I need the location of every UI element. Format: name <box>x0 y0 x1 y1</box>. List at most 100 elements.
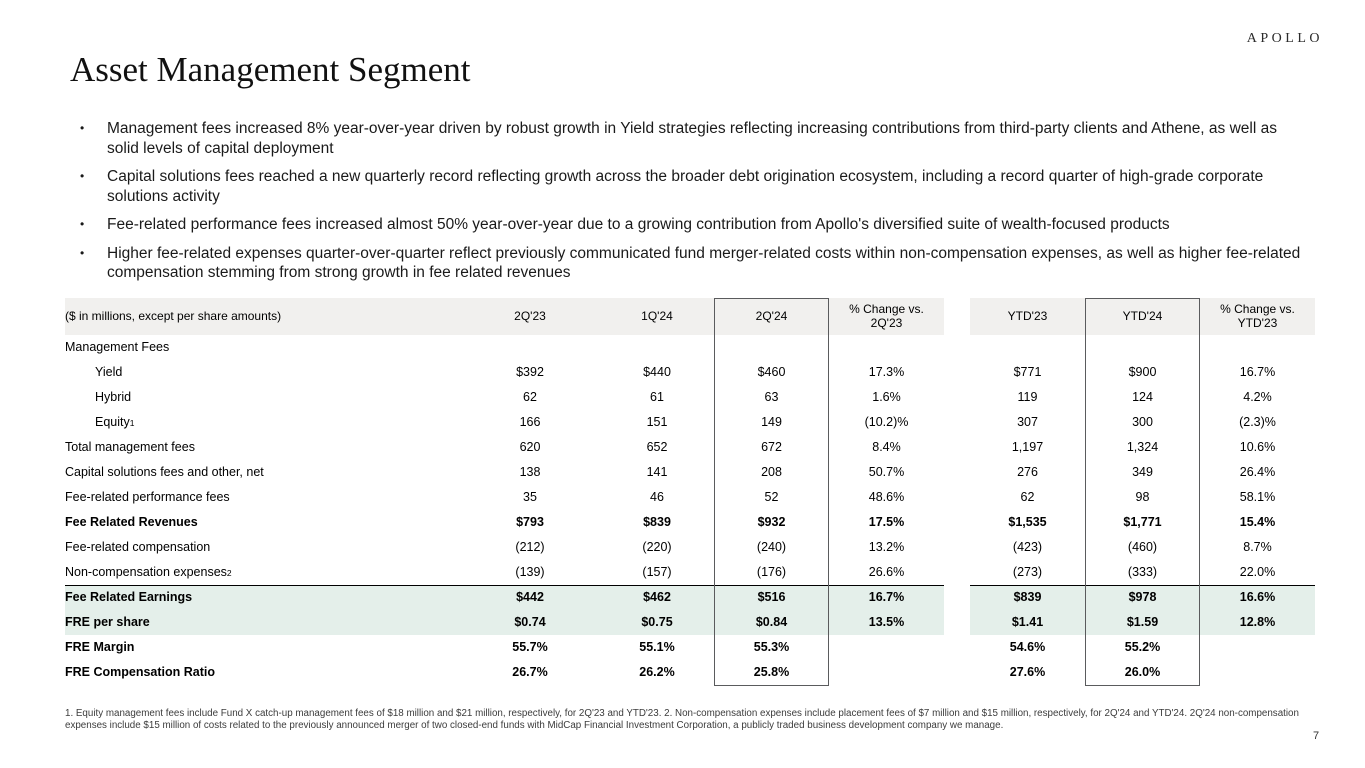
cell-value: 349 <box>1132 464 1153 479</box>
bullet-text: Fee-related performance fees increased a… <box>107 216 1170 233</box>
row-label: Fee Related Revenues <box>65 514 198 529</box>
cell-value: $793 <box>516 514 544 529</box>
cell-value: 55.7% <box>512 639 548 654</box>
cell-value <box>460 335 600 360</box>
column-gap <box>944 535 970 560</box>
cell-value: 138 <box>519 464 541 479</box>
cell-value <box>1200 335 1315 360</box>
cell-value: $0.74 <box>460 610 600 635</box>
column-gap <box>944 385 970 410</box>
cell-value: $932 <box>757 514 786 529</box>
cell-value: 17.5% <box>868 514 905 529</box>
row-label: Non-compensation expenses 2 <box>65 564 232 579</box>
cell-value: 124 <box>1132 389 1153 404</box>
cell-value: 16.7% <box>829 585 944 610</box>
cell-value: 12.8% <box>1200 610 1315 635</box>
cell-value: 8.4% <box>872 439 901 454</box>
table-row: Hybrid 62 61 63 1.6% 119 124 4.2% <box>65 385 1315 410</box>
cell-value: 13.2% <box>868 539 905 554</box>
table-row: FRE Compensation Ratio 26.7% 26.2% 25.8% 27.… <box>65 660 1315 685</box>
column-gap <box>944 560 970 585</box>
cell-value: 98 <box>1135 489 1150 504</box>
row-label: Yield <box>95 364 123 379</box>
cell-value: 26.0% <box>1124 664 1161 679</box>
column-gap <box>944 410 970 435</box>
row-label: Total management fees <box>65 439 195 454</box>
column-gap <box>944 485 970 510</box>
page-title: Asset Management Segment <box>70 50 471 89</box>
cell-value: 46 <box>650 489 664 504</box>
cell-value: 620 <box>519 439 541 454</box>
table-row: Management Fees <box>65 335 1315 360</box>
column-header: % Change vs. 2Q'23 <box>829 298 944 335</box>
cell-value: $771 <box>1013 364 1042 379</box>
cell-value: $978 <box>1085 585 1200 610</box>
bullet-text: Higher fee-related expenses quarter-over… <box>107 244 1301 282</box>
column-header: YTD'24 <box>1085 298 1200 335</box>
table-row: FRE Margin 55.7% 55.1% 55.3% 54.6% 55.2% <box>65 635 1315 660</box>
bullet-marker-icon: • <box>80 169 85 183</box>
bullet-marker-icon: • <box>80 245 85 260</box>
cell-value: $0.75 <box>600 610 714 635</box>
column-gap <box>944 510 970 535</box>
table-row: Fee-related compensation (212) (220) (240) 1… <box>65 535 1315 560</box>
cell-value: 62 <box>1020 489 1035 504</box>
cell-value: 10.6% <box>1239 439 1276 454</box>
cell-value: $839 <box>643 514 671 529</box>
bullet-text: Capital solutions fees reached a new qua… <box>107 168 1264 205</box>
cell-value: (220) <box>642 539 672 554</box>
column-gap <box>944 610 970 635</box>
cell-value: 1,324 <box>1126 439 1159 454</box>
column-gap <box>944 635 970 660</box>
column-gap <box>944 460 970 485</box>
cell-value: 166 <box>519 414 541 429</box>
cell-value: $460 <box>757 364 786 379</box>
cell-value: 25.8% <box>753 664 790 679</box>
cell-value: 1,197 <box>1011 439 1044 454</box>
cell-value: $392 <box>516 364 544 379</box>
financial-table: ($ in millions, except per share amounts… <box>65 298 1315 686</box>
table-row: Equity 1 166 151 149 (10.2)% 307 300 (2.3)% <box>65 410 1315 435</box>
cell-value: 8.7% <box>1243 539 1272 554</box>
cell-value: 52 <box>764 489 779 504</box>
cell-value: 13.5% <box>829 610 944 635</box>
cell-value: 672 <box>761 439 782 454</box>
cell-value: $1.41 <box>970 610 1085 635</box>
cell-value: 61 <box>650 389 664 404</box>
column-gap <box>944 298 970 335</box>
cell-value: $462 <box>600 585 714 610</box>
cell-value: (212) <box>515 539 545 554</box>
cell-value: (460) <box>1127 539 1158 554</box>
cell-value: 4.2% <box>1243 389 1272 404</box>
table-row: FRE per share $0.74 $0.75 $0.84 13.5% $1.41 $1… <box>65 610 1315 635</box>
table-header-row: ($ in millions, except per share amounts… <box>65 298 1315 335</box>
cell-value: (157) <box>642 564 672 579</box>
cell-value: (240) <box>756 539 787 554</box>
cell-value: 26.4% <box>1239 464 1276 479</box>
cell-value: $900 <box>1128 364 1157 379</box>
cell-value <box>1200 635 1315 660</box>
column-header: YTD'23 <box>970 298 1085 335</box>
cell-value: (333) <box>1127 564 1158 579</box>
row-label: Fee-related performance fees <box>65 489 230 504</box>
cell-value: 119 <box>1017 389 1038 404</box>
cell-value <box>970 335 1085 360</box>
bullet-marker-icon: • <box>80 217 85 231</box>
row-label: Management Fees <box>65 339 170 354</box>
cell-value: 26.7% <box>512 664 548 679</box>
apollo-logo: APOLLO <box>1246 31 1323 46</box>
cell-value: 55.2% <box>1124 639 1161 654</box>
table-body: Management Fees Yield $392 $440 $460 17.3% $77… <box>65 335 1315 685</box>
cell-value: $442 <box>460 585 600 610</box>
table-row: Fee-related performance fees 35 46 52 48.6% 6… <box>65 485 1315 510</box>
column-gap <box>944 660 970 685</box>
cell-value: $839 <box>970 585 1085 610</box>
cell-value: 63 <box>764 389 779 404</box>
cell-value: (176) <box>756 564 787 579</box>
cell-value <box>1085 335 1200 360</box>
row-label: Fee-related compensation <box>65 539 211 554</box>
cell-value: 652 <box>646 439 668 454</box>
bullet-item: • Capital solutions fees reached a new qu… <box>78 167 1318 206</box>
bullet-list: • Management fees increased 8% year-over-… <box>78 119 1318 292</box>
